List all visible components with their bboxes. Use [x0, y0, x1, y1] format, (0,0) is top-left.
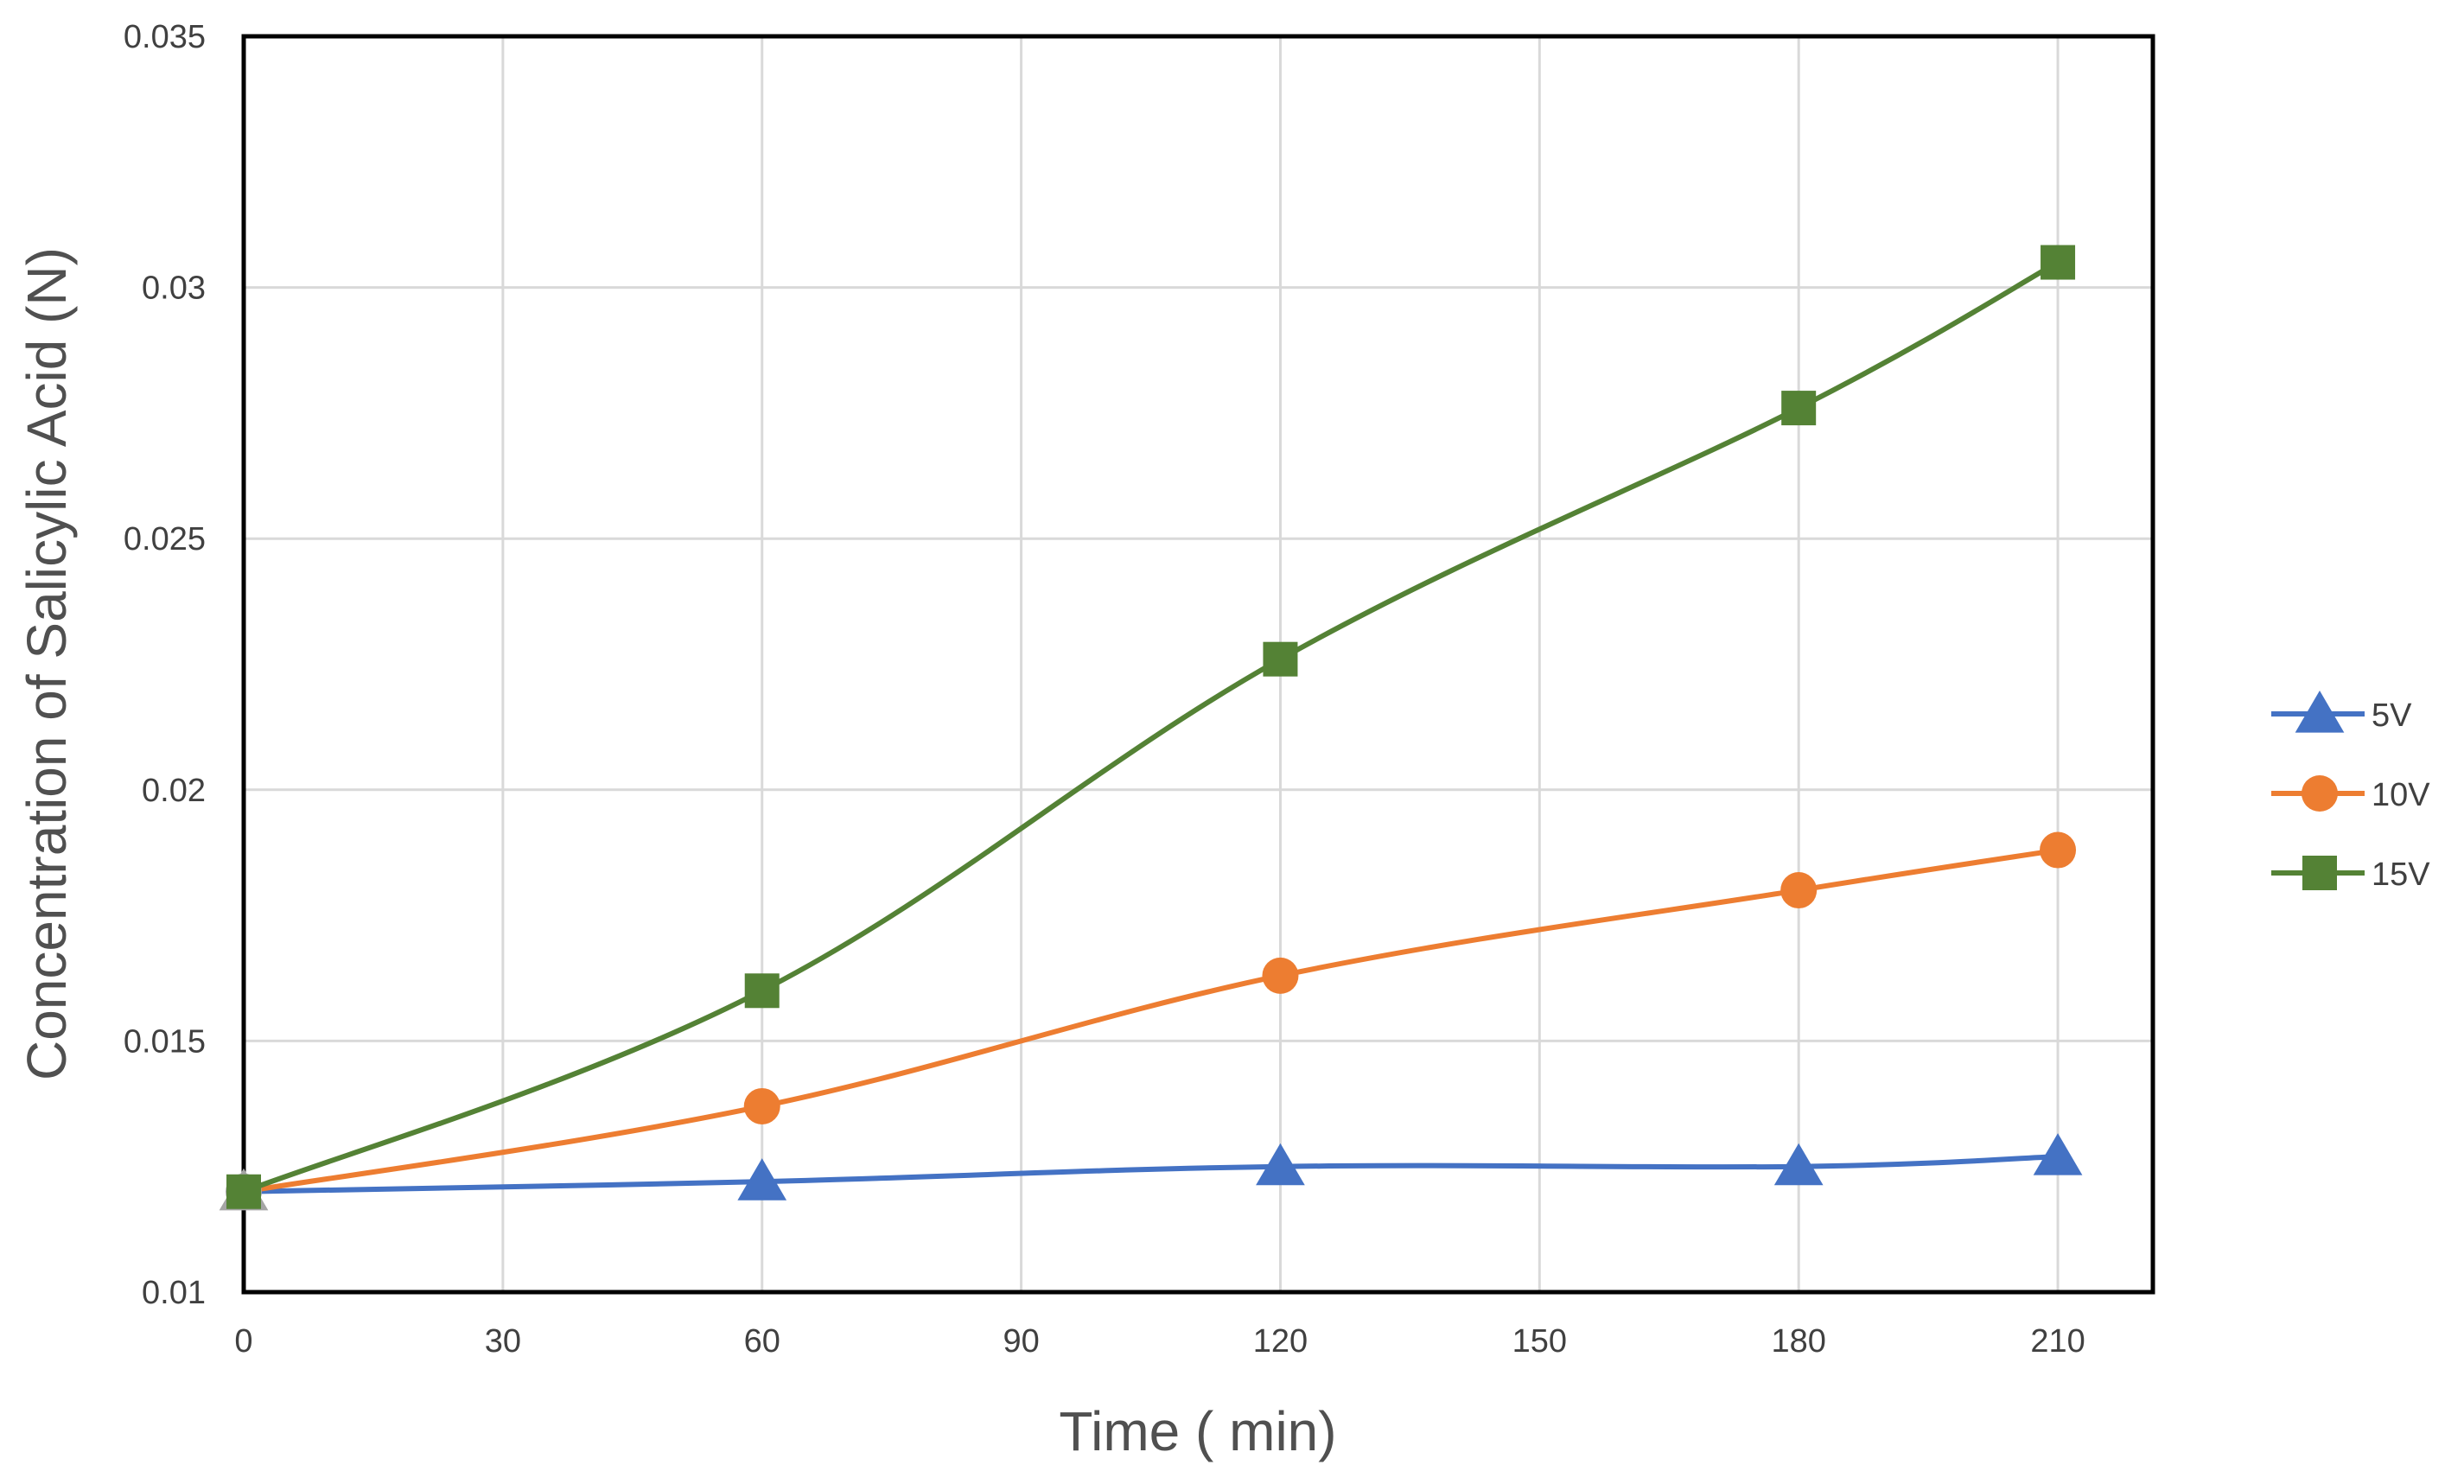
data-point-15v: [1263, 641, 1298, 677]
series-line-10v: [241, 847, 2061, 1194]
x-tick-label: 180: [1771, 1323, 1825, 1360]
gridlines: [244, 36, 2153, 1292]
legend-label: 5V: [2372, 697, 2412, 734]
legend-label: 15V: [2372, 857, 2430, 893]
data-point-15v: [2041, 245, 2076, 280]
x-tick-label: 150: [1512, 1323, 1567, 1360]
legend-label: 10V: [2372, 777, 2430, 813]
data-point-10v: [743, 1087, 780, 1124]
y-tick-label: 0.01: [142, 1275, 206, 1311]
series-15v: [226, 245, 2076, 1209]
data-point-15v: [1781, 391, 1817, 426]
y-tick-label: 0.02: [142, 773, 206, 809]
x-tick-label: 120: [1253, 1323, 1308, 1360]
data-point-5v: [2033, 1133, 2083, 1175]
plot-area-frame: [241, 34, 2155, 1295]
data-point-5v: [737, 1158, 787, 1201]
y-axis-ticks: 0.01 0.015 0.02 0.025 0.03 0.035: [124, 19, 206, 1311]
legend-item-10v: 10V: [2271, 775, 2430, 813]
series-line-15v: [241, 259, 2061, 1194]
y-tick-label: 0.035: [124, 19, 206, 55]
legend-marker-15v: [2302, 856, 2337, 890]
legend: 5V 10V 15V: [2271, 691, 2430, 893]
data-point-15v: [226, 1174, 261, 1209]
x-axis-ticks: 0 30 60 90 120 150 180 210: [234, 1323, 2085, 1360]
y-axis-title: Concentration of Salicylic Acid (N): [16, 247, 78, 1080]
x-tick-label: 30: [485, 1323, 521, 1360]
series-line-5v: [241, 1154, 2061, 1194]
y-tick-label: 0.03: [142, 271, 206, 307]
data-point-10v: [1262, 957, 1299, 994]
x-tick-label: 210: [2030, 1323, 2085, 1360]
data-point-5v: [1256, 1143, 1305, 1186]
data-point-10v: [2040, 831, 2077, 869]
data-point-15v: [744, 973, 780, 1009]
y-tick-label: 0.015: [124, 1023, 206, 1060]
legend-marker-10v: [2302, 775, 2338, 812]
x-tick-label: 90: [1003, 1323, 1039, 1360]
series-layer: [219, 245, 2083, 1211]
legend-item-15v: 15V: [2271, 856, 2430, 893]
x-axis-title: Time ( min): [1059, 1400, 1336, 1462]
series-5v: [219, 1133, 2083, 1211]
legend-marker-5v: [2295, 691, 2345, 733]
x-tick-label: 0: [234, 1323, 252, 1360]
x-tick-label: 60: [744, 1323, 780, 1360]
y-tick-label: 0.025: [124, 521, 206, 557]
data-point-10v: [1780, 872, 1818, 909]
data-point-5v: [1773, 1143, 1824, 1186]
legend-item-5v: 5V: [2271, 691, 2412, 734]
